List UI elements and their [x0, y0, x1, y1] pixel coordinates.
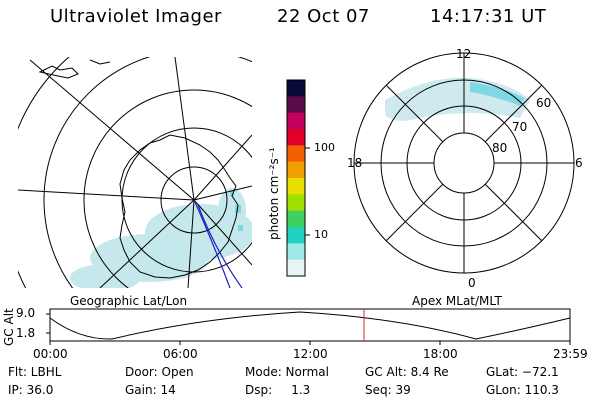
colorbar-segment [287, 161, 305, 179]
colorbar [286, 79, 306, 277]
info-seq: Seq: 39 [365, 383, 411, 397]
time-label: 14:17:31 UT [430, 6, 547, 27]
ground-track-1 [193, 199, 231, 288]
mlat-label-60: 60 [536, 96, 552, 110]
altitude-ytick-top: 9.0 [16, 306, 36, 320]
info-mode: Mode: Normal [245, 365, 329, 379]
info-gain: Gain: 14 [125, 383, 176, 397]
altitude-xtick-0: 00:00 [33, 347, 68, 361]
altitude-xtick-3: 18:00 [423, 347, 458, 361]
colorbar-segment [287, 178, 305, 195]
colorbar-segment [287, 80, 305, 97]
info-gc-alt: GC Alt: 8.4 Re [365, 365, 449, 379]
mlat-label-80: 80 [492, 141, 508, 155]
colorbar-tick-100: 100 [314, 141, 335, 154]
altitude-xtick-2: 12:00 [293, 347, 328, 361]
colorbar-unit-label: photon cm⁻²s⁻¹ [267, 147, 281, 240]
instrument-title: Ultraviolet Imager [50, 6, 222, 27]
colorbar-segment [287, 259, 305, 277]
aurora-emission-right [385, 77, 530, 121]
colorbar-segment [287, 129, 305, 146]
mlt-label-18: 18 [347, 156, 363, 170]
altitude-plot [46, 308, 571, 345]
colorbar-tick-10: 10 [314, 228, 328, 241]
altitude-ytick-bottom: 1.8 [16, 326, 36, 340]
left-panel-caption: Geographic Lat/Lon [70, 294, 188, 308]
info-filter: Flt: LBHL [8, 365, 62, 379]
antarctica-coastline [119, 134, 239, 279]
info-door: Door: Open [125, 365, 194, 379]
colorbar-segment [287, 227, 305, 244]
altitude-xtick-1: 06:00 [163, 347, 198, 361]
colorbar-segment [287, 96, 305, 114]
colorbar-segment [287, 112, 305, 130]
colorbar-segment [287, 145, 305, 163]
info-glat: GLat: −72.1 [486, 365, 559, 379]
colorbar-segment [287, 210, 305, 228]
right-panel-caption: Apex MLat/MLT [412, 294, 502, 308]
info-glon: GLon: 110.3 [486, 383, 559, 397]
info-dsp: Dsp: 1.3 [245, 383, 311, 397]
mlt-label-0: 0 [468, 276, 476, 290]
mlat-label-70: 70 [512, 120, 528, 134]
altitude-curve [49, 311, 571, 340]
colorbar-frame [286, 79, 306, 277]
mlt-label-12: 12 [456, 47, 472, 61]
date-label: 22 Oct 07 [277, 6, 370, 27]
altitude-axis-label: GC Alt [2, 308, 16, 346]
colorbar-segment [287, 194, 305, 212]
ground-track-2 [197, 204, 243, 288]
info-ip: IP: 36.0 [8, 383, 54, 397]
mlt-label-6: 6 [575, 156, 583, 170]
mlt-spokes [354, 53, 574, 273]
geographic-map [18, 57, 252, 288]
colorbar-segment [287, 243, 305, 261]
altitude-xtick-4: 23:59 [553, 347, 588, 361]
